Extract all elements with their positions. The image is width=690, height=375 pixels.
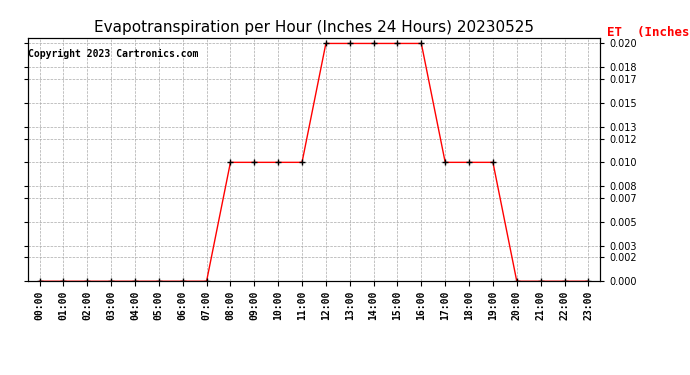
Text: Copyright 2023 Cartronics.com: Copyright 2023 Cartronics.com <box>28 49 198 59</box>
Text: ET  (Inches): ET (Inches) <box>607 26 690 39</box>
Title: Evapotranspiration per Hour (Inches 24 Hours) 20230525: Evapotranspiration per Hour (Inches 24 H… <box>94 20 534 35</box>
